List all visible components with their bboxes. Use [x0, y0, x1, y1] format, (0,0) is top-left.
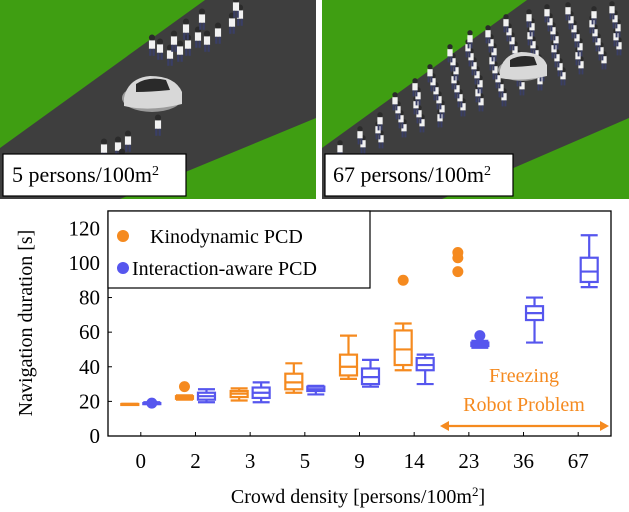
legend-marker-interaction: [117, 262, 129, 274]
pedestrian-icon: [412, 78, 418, 97]
crowd-dense: [337, 1, 622, 159]
outlier-point: [474, 330, 486, 342]
pedestrian-icon: [124, 130, 132, 152]
pedestrian-icon: [214, 22, 222, 44]
x-tick-label: 0: [136, 449, 147, 473]
outlier-point: [397, 274, 409, 286]
annotation-arrow-left: [440, 421, 449, 431]
box-kinodynamic-3: [229, 387, 249, 402]
box-interaction-2: [196, 388, 217, 404]
pedestrian-icon: [526, 9, 532, 28]
annotation-line-1: Freezing: [489, 365, 559, 387]
pedestrian-icon: [377, 112, 383, 131]
y-axis-ticks: 0 20 40 60 80 100 120: [69, 216, 112, 448]
box-interaction-36: [524, 296, 545, 344]
x-tick-label: 14: [404, 449, 426, 473]
x-tick-label: 5: [300, 449, 311, 473]
y-tick-label: 60: [79, 320, 100, 344]
box-interaction-9: [360, 358, 381, 388]
outlier-point: [452, 247, 464, 259]
pedestrian-icon: [427, 64, 433, 83]
box-interaction-23: [470, 330, 490, 349]
legend: Kinodynamic PCD Interaction-aware PCD: [107, 210, 371, 289]
freezing-annotation: Freezing Robot Problem: [440, 365, 609, 431]
crowd-sparse: [100, 0, 244, 170]
annotation-arrow-right: [600, 421, 609, 431]
x-tick-label: 23: [458, 449, 479, 473]
y-axis-title: Navigation duration [s]: [15, 230, 37, 417]
pedestrian-icon: [154, 114, 162, 136]
x-axis-title: Crowd density [persons/100m2]: [231, 484, 485, 509]
density-label-box: [2, 153, 187, 197]
legend-label-kinodynamic: Kinodynamic PCD: [150, 226, 303, 248]
density-label: 67 persons/100m2: [333, 162, 491, 187]
pedestrian-icon: [148, 34, 156, 56]
box-kinodynamic-9: [338, 334, 359, 380]
box-kinodynamic-0: [120, 402, 140, 407]
pedestrian-icon: [156, 38, 164, 60]
box-iqr: [579, 256, 599, 284]
pedestrian-icon: [392, 92, 398, 111]
pedestrian-icon: [176, 40, 184, 62]
y-tick-label: 0: [90, 424, 101, 448]
box-kinodynamic-2: [174, 381, 195, 401]
annotation-line-2: Robot Problem: [463, 394, 585, 416]
box-interaction-5: [306, 384, 326, 396]
simulation-panel-sparse: 5 persons/100m2: [0, 0, 316, 199]
pedestrian-icon: [591, 6, 597, 25]
box-kinodynamic-23: [452, 247, 464, 278]
box-interaction-14: [415, 353, 435, 386]
box-interaction-0: [142, 397, 162, 409]
simulation-panel-dense: 67 persons/100m2: [322, 0, 629, 199]
box-iqr: [393, 329, 413, 367]
pedestrian-icon: [609, 1, 615, 20]
pedestrian-icon: [182, 18, 190, 40]
car-icon: [122, 76, 182, 112]
y-tick-label: 80: [79, 286, 100, 310]
x-axis-ticks: 0 2 3 5 9 14 23 36 67: [136, 432, 589, 473]
pedestrian-icon: [170, 30, 178, 52]
box-interaction-3: [251, 381, 271, 404]
outlier-point: [178, 381, 190, 393]
pedestrian-icon: [203, 30, 211, 52]
pedestrian-icon: [357, 126, 363, 145]
pedestrian-icon: [544, 4, 550, 23]
x-tick-label: 36: [513, 449, 534, 473]
pedestrian-icon: [232, 0, 240, 18]
legend-box: [107, 210, 371, 289]
pedestrian-icon: [485, 25, 491, 44]
pedestrian-icon: [565, 2, 571, 21]
density-label: 5 persons/100m2: [12, 162, 159, 187]
outlier-point: [452, 266, 464, 278]
car-icon: [498, 52, 547, 81]
pedestrian-icon: [503, 14, 509, 33]
legend-marker-kinodynamic: [117, 230, 129, 242]
pedestrian-icon: [198, 8, 206, 30]
pedestrian-icon: [467, 30, 473, 49]
pedestrian-icon: [447, 44, 453, 63]
x-tick-label: 67: [568, 449, 589, 473]
y-tick-label: 120: [69, 216, 101, 240]
y-tick-label: 20: [79, 389, 100, 413]
x-tick-label: 3: [245, 449, 256, 473]
legend-label-interaction: Interaction-aware PCD: [132, 258, 317, 280]
density-label-box: [324, 153, 514, 197]
x-tick-label: 2: [190, 449, 201, 473]
x-tick-label: 9: [354, 449, 365, 473]
box-iqr: [338, 353, 359, 377]
y-tick-label: 100: [69, 251, 101, 275]
box-interaction-67: [579, 234, 599, 289]
y-tick-label: 40: [79, 355, 100, 379]
outlier-point: [146, 397, 158, 409]
series-boxes: [120, 234, 599, 409]
box-kinodynamic-5: [284, 362, 304, 394]
box-kinodynamic-14: [393, 274, 413, 372]
